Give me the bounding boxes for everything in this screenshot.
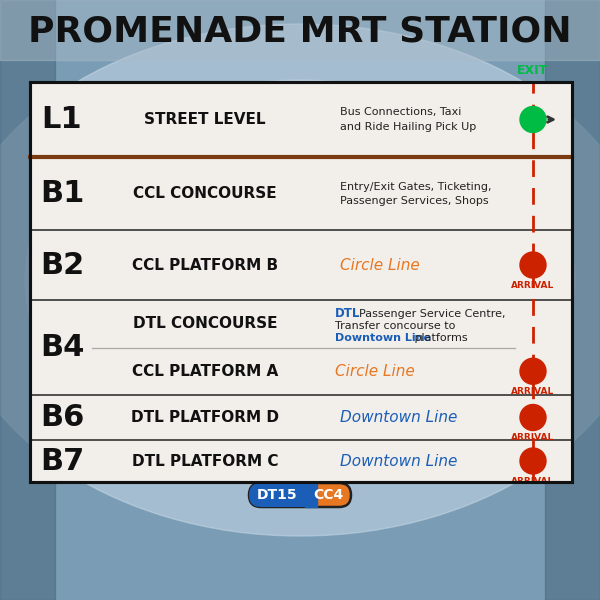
Text: Passenger Service Centre,: Passenger Service Centre, xyxy=(359,309,505,319)
Text: and Ride Hailing Pick Up: and Ride Hailing Pick Up xyxy=(340,121,476,131)
Bar xyxy=(545,0,600,600)
Text: CCL PLATFORM A: CCL PLATFORM A xyxy=(132,364,278,379)
FancyBboxPatch shape xyxy=(30,82,572,482)
Text: B7: B7 xyxy=(40,446,84,475)
Bar xyxy=(0,0,55,600)
Text: CCL CONCOURSE: CCL CONCOURSE xyxy=(133,186,277,201)
Circle shape xyxy=(520,358,546,384)
Text: ARRIVAL: ARRIVAL xyxy=(511,476,554,485)
Text: Transfer concourse to: Transfer concourse to xyxy=(335,321,455,331)
Text: platforms: platforms xyxy=(411,333,467,343)
Text: CC4: CC4 xyxy=(313,488,343,502)
Text: Circle Line: Circle Line xyxy=(340,257,420,272)
Bar xyxy=(305,483,317,507)
Text: Bus Connections, Taxi: Bus Connections, Taxi xyxy=(340,107,461,118)
Text: EXIT: EXIT xyxy=(517,64,548,77)
Text: Entry/Exit Gates, Ticketing,: Entry/Exit Gates, Ticketing, xyxy=(340,181,491,191)
Ellipse shape xyxy=(25,80,575,480)
FancyBboxPatch shape xyxy=(249,483,317,507)
Bar xyxy=(0,0,600,60)
Text: DTL: DTL xyxy=(335,307,361,320)
Text: B4: B4 xyxy=(40,333,84,362)
Text: ARRIVAL: ARRIVAL xyxy=(511,433,554,442)
Ellipse shape xyxy=(0,24,600,536)
Text: PROMENADE MRT STATION: PROMENADE MRT STATION xyxy=(28,15,572,49)
Text: B1: B1 xyxy=(40,179,84,208)
Text: Downtown Line: Downtown Line xyxy=(340,454,457,469)
Text: Passenger Services, Shops: Passenger Services, Shops xyxy=(340,196,488,205)
Circle shape xyxy=(520,448,546,474)
Text: DTL PLATFORM D: DTL PLATFORM D xyxy=(131,410,279,425)
Text: CCL PLATFORM B: CCL PLATFORM B xyxy=(132,257,278,272)
Text: Downtown Line: Downtown Line xyxy=(335,333,431,343)
Circle shape xyxy=(520,107,546,133)
Text: ARRIVAL: ARRIVAL xyxy=(511,387,554,396)
Circle shape xyxy=(520,252,546,278)
Ellipse shape xyxy=(102,136,498,424)
Text: B6: B6 xyxy=(40,403,84,432)
Text: ARRIVAL: ARRIVAL xyxy=(511,280,554,289)
Text: Downtown Line: Downtown Line xyxy=(340,410,457,425)
Text: DTL CONCOURSE: DTL CONCOURSE xyxy=(133,316,277,331)
Text: B2: B2 xyxy=(40,251,84,280)
Circle shape xyxy=(520,404,546,431)
Text: DT15: DT15 xyxy=(257,488,298,502)
Text: STREET LEVEL: STREET LEVEL xyxy=(144,112,266,127)
Text: L1: L1 xyxy=(41,105,82,134)
Text: Circle Line: Circle Line xyxy=(335,364,415,379)
FancyBboxPatch shape xyxy=(249,483,351,507)
Text: DTL PLATFORM C: DTL PLATFORM C xyxy=(132,454,278,469)
